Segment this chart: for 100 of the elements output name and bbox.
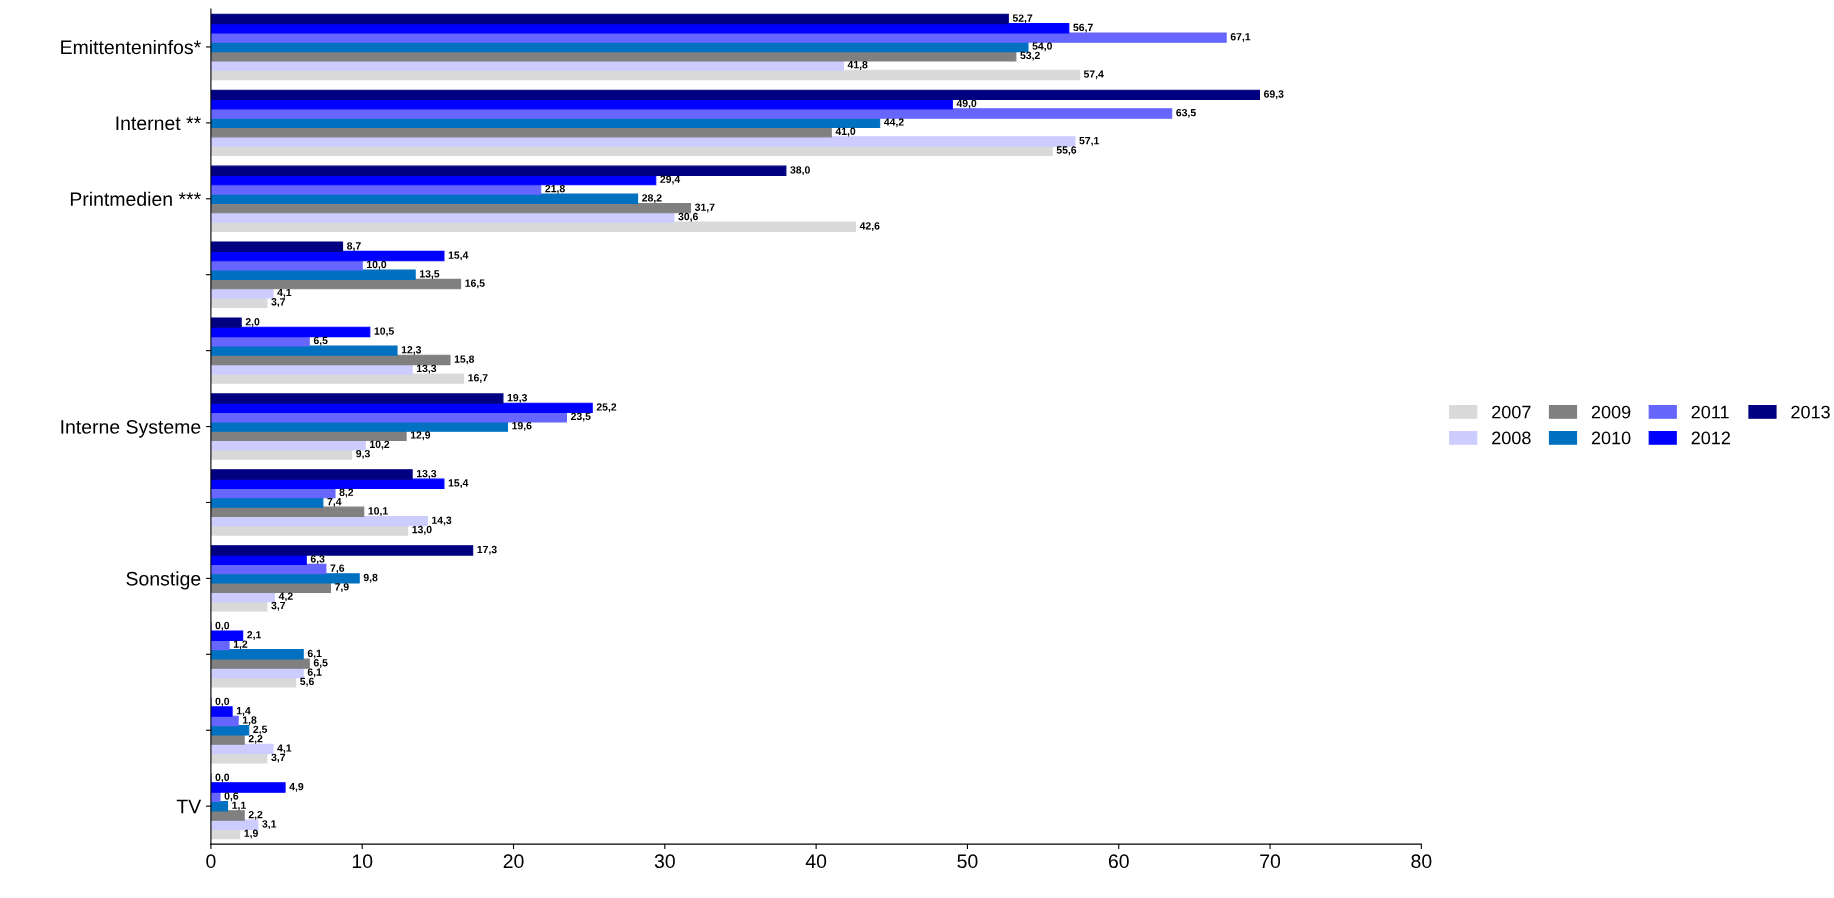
data-label: 42,6 bbox=[859, 222, 880, 232]
bar bbox=[210, 260, 363, 271]
bar bbox=[210, 269, 416, 280]
data-label: 6,1 bbox=[307, 668, 322, 678]
y-tick-label: Emittenteninfos* bbox=[61, 39, 201, 55]
bar bbox=[210, 725, 250, 736]
bar bbox=[210, 810, 245, 821]
data-label: 63,5 bbox=[1176, 108, 1196, 118]
bar bbox=[210, 782, 286, 793]
bar bbox=[210, 601, 268, 612]
x-tick-label: 30 bbox=[654, 854, 675, 869]
data-label: 8,7 bbox=[347, 242, 361, 252]
data-label: 2,1 bbox=[247, 631, 262, 640]
data-label: 1,4 bbox=[236, 707, 251, 716]
bar bbox=[210, 364, 413, 375]
data-label: 5,6 bbox=[300, 677, 314, 687]
bar bbox=[210, 525, 409, 536]
bar bbox=[210, 743, 274, 755]
data-label: 2,5 bbox=[253, 725, 268, 735]
x-tick-label: 80 bbox=[1411, 854, 1432, 869]
data-label: 56,7 bbox=[1073, 23, 1093, 33]
x-tick-label: 20 bbox=[503, 854, 524, 869]
y-tick-label: Internet ** bbox=[116, 116, 201, 131]
data-label: 41,8 bbox=[847, 61, 868, 70]
bar bbox=[210, 497, 324, 508]
data-label: 38,0 bbox=[790, 166, 810, 176]
data-label: 4,1 bbox=[277, 288, 292, 298]
bar bbox=[210, 677, 297, 688]
data-label: 12,9 bbox=[410, 431, 431, 441]
bar bbox=[210, 336, 310, 347]
data-label: 1,9 bbox=[244, 829, 258, 839]
bar bbox=[210, 89, 1261, 101]
data-label: 10,2 bbox=[370, 440, 390, 450]
x-tick-label: 0 bbox=[206, 854, 216, 869]
data-label: 13,0 bbox=[412, 525, 432, 535]
bar bbox=[210, 506, 365, 518]
data-label: 6,3 bbox=[310, 555, 325, 565]
data-label: 15,4 bbox=[448, 479, 469, 489]
legend-label: 2009 bbox=[1591, 405, 1631, 419]
data-label: 9,8 bbox=[363, 573, 378, 583]
bar bbox=[210, 250, 445, 262]
data-label: 15,8 bbox=[454, 355, 475, 365]
bar bbox=[210, 630, 244, 641]
data-label: 54,0 bbox=[1032, 42, 1052, 52]
bar bbox=[210, 412, 568, 423]
legend-label: 2010 bbox=[1591, 431, 1631, 445]
y-tick-label: Printmedien *** bbox=[70, 191, 201, 207]
legend-label: 2011 bbox=[1691, 405, 1729, 419]
bar bbox=[210, 393, 504, 404]
data-label: 16,5 bbox=[465, 279, 485, 289]
bar bbox=[210, 326, 371, 338]
bar bbox=[210, 13, 1009, 25]
bar bbox=[210, 212, 675, 223]
bar bbox=[210, 317, 242, 328]
data-label: 6,5 bbox=[313, 659, 328, 668]
data-label: 55,6 bbox=[1056, 146, 1077, 156]
y-tick-label: TV bbox=[176, 799, 202, 814]
data-label: 69,3 bbox=[1264, 90, 1284, 100]
data-label: 13,3 bbox=[416, 364, 437, 374]
data-label: 23,5 bbox=[571, 412, 591, 422]
bar bbox=[210, 545, 474, 556]
y-tick-label: Interne Systeme bbox=[61, 420, 201, 438]
data-label: 0,0 bbox=[215, 773, 230, 783]
bar bbox=[210, 221, 857, 232]
data-label: 7,6 bbox=[330, 564, 345, 574]
x-tick-label: 70 bbox=[1260, 854, 1281, 869]
bar bbox=[210, 23, 1070, 34]
data-label: 29,4 bbox=[660, 175, 681, 185]
legend-label: 2007 bbox=[1492, 405, 1531, 419]
legend-label: 2008 bbox=[1492, 431, 1531, 445]
data-label: 3,1 bbox=[262, 820, 277, 830]
bar bbox=[210, 136, 1076, 147]
x-tick-label: 50 bbox=[957, 854, 978, 869]
x-tick-label: 10 bbox=[352, 854, 373, 869]
data-label: 3,7 bbox=[271, 753, 286, 763]
data-label: 28,2 bbox=[642, 194, 662, 204]
y-tick-label: Sonstige bbox=[126, 571, 201, 590]
data-label: 30,6 bbox=[678, 212, 698, 222]
data-label: 44,2 bbox=[884, 118, 904, 128]
bar bbox=[210, 241, 344, 252]
bar bbox=[210, 753, 268, 764]
data-label: 25,2 bbox=[596, 403, 617, 413]
data-label: 12,3 bbox=[401, 346, 422, 355]
data-label: 4,2 bbox=[278, 592, 293, 602]
data-label: 7,9 bbox=[335, 583, 349, 593]
data-label: 53,2 bbox=[1020, 51, 1040, 61]
data-label: 1,1 bbox=[232, 801, 246, 811]
data-label: 2,2 bbox=[248, 734, 263, 744]
bar bbox=[210, 288, 274, 299]
bar bbox=[210, 373, 465, 384]
data-label: 1,8 bbox=[242, 716, 257, 726]
bar bbox=[210, 469, 413, 480]
data-label: 57,1 bbox=[1079, 137, 1100, 146]
data-label: 2,0 bbox=[245, 318, 260, 327]
x-tick-label: 40 bbox=[805, 854, 827, 869]
data-label: 52,7 bbox=[1012, 14, 1033, 24]
data-label: 10,5 bbox=[374, 327, 394, 337]
bar bbox=[210, 706, 233, 717]
data-label: 41,0 bbox=[835, 127, 856, 137]
bar bbox=[210, 184, 542, 195]
